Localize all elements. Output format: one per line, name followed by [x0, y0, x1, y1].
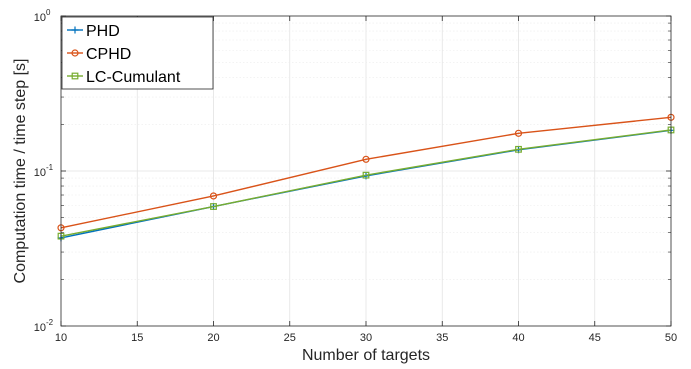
- legend-entry: LC-Cumulant: [67, 69, 181, 86]
- legend-label: LC-Cumulant: [86, 69, 181, 86]
- x-tick-label: 10: [55, 332, 67, 344]
- legend-box: [61, 16, 214, 90]
- x-tick-label: 15: [131, 332, 143, 344]
- data-point: [362, 171, 370, 179]
- series-line: [60, 116, 672, 229]
- data-point: [210, 203, 217, 210]
- data-point: [362, 155, 370, 163]
- y-tick-base: 10: [34, 322, 46, 334]
- data-point: [515, 145, 522, 153]
- x-tick-label: 20: [207, 332, 219, 344]
- legend-label: CPHD: [86, 46, 131, 63]
- legend-swatch-marker: [71, 26, 79, 34]
- data-point: [514, 129, 523, 137]
- data-point: [209, 192, 218, 200]
- y-tick-exponent: 0: [46, 8, 51, 17]
- x-tick-label: 30: [360, 332, 372, 344]
- y-tick-base: 10: [34, 167, 46, 179]
- legend-label: PHD: [86, 23, 120, 40]
- y-axis-title: Computation time / time step [s]: [12, 59, 29, 284]
- legend-entry: PHD: [67, 23, 120, 40]
- y-tick-label: 10: [34, 12, 46, 24]
- legend: PHD CPHD LC-Cumulant: [61, 16, 214, 90]
- y-tick-base: 10: [34, 12, 46, 24]
- y-tick-exponent: -2: [46, 318, 54, 327]
- x-tick-label: 25: [284, 332, 296, 344]
- x-tick-label: 35: [436, 332, 448, 344]
- x-tick-label: 50: [665, 332, 677, 344]
- legend-swatch-marker: [71, 49, 79, 57]
- x-tick-label: 40: [512, 332, 524, 344]
- series-line: [60, 129, 672, 237]
- x-tick-label: 45: [589, 332, 601, 344]
- x-axis-title: Number of targets: [302, 347, 430, 364]
- y-tick-exponent: -1: [46, 163, 54, 172]
- y-tick-label: 10: [34, 322, 46, 334]
- legend-swatch-marker: [71, 72, 79, 80]
- y-tick-label: 10: [34, 167, 46, 179]
- legend-entry: CPHD: [67, 46, 131, 63]
